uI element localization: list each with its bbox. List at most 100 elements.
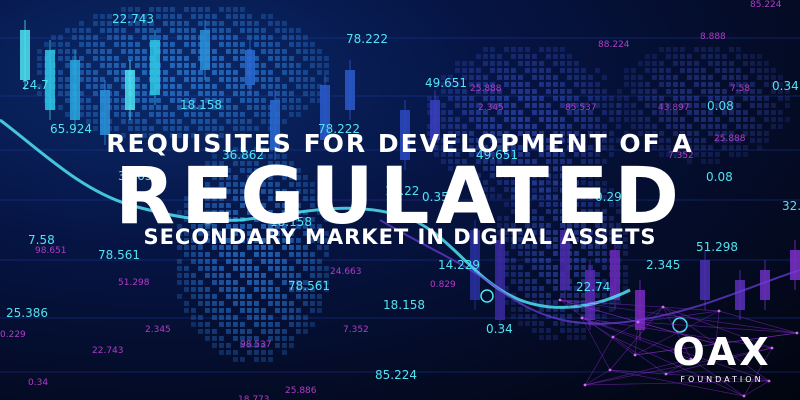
map-dot [233, 231, 238, 236]
map-dot [79, 35, 84, 40]
map-dot [525, 251, 530, 256]
map-dot [532, 216, 537, 221]
map-dot [79, 56, 84, 61]
map-dot [191, 252, 196, 257]
map-dot [170, 119, 175, 124]
map-dot [282, 329, 287, 334]
network-line [584, 358, 692, 386]
map-dot [469, 117, 474, 122]
map-dot [553, 300, 558, 305]
map-dot [44, 42, 49, 47]
map-dot [212, 273, 217, 278]
map-dot [58, 49, 63, 54]
map-dot [275, 91, 280, 96]
map-dot [275, 259, 280, 264]
map-dot [282, 168, 287, 173]
map-dot [324, 252, 329, 257]
map-dot [289, 287, 294, 292]
map-dot [184, 63, 189, 68]
map-dot [701, 54, 706, 59]
map-dot [205, 77, 210, 82]
map-dot [497, 173, 502, 178]
map-dot [652, 103, 657, 108]
map-dot [121, 35, 126, 40]
map-dot [750, 131, 755, 136]
map-dot [497, 110, 502, 115]
map-dot [687, 145, 692, 150]
map-dot [198, 182, 203, 187]
map-dot [497, 103, 502, 108]
map-dot [553, 75, 558, 80]
map-dot [156, 7, 161, 12]
map-dot [602, 103, 607, 108]
map-dot [254, 112, 259, 117]
map-dot [518, 124, 523, 129]
map-dot [483, 47, 488, 52]
map-dot [219, 112, 224, 117]
map-dot [212, 280, 217, 285]
map-dot [708, 75, 713, 80]
map-dot [51, 42, 56, 47]
map-dot [673, 110, 678, 115]
map-dot [778, 124, 783, 129]
map-dot [303, 35, 308, 40]
map-dot [226, 294, 231, 299]
map-dot [574, 321, 579, 326]
map-dot [282, 280, 287, 285]
map-dot [254, 70, 259, 75]
map-dot [602, 314, 607, 319]
map-dot [205, 203, 210, 208]
map-dot [631, 68, 636, 73]
map-dot [680, 124, 685, 129]
map-dot [638, 110, 643, 115]
map-dot [757, 75, 762, 80]
map-dot [483, 54, 488, 59]
map-dot [177, 63, 182, 68]
map-dot [504, 251, 509, 256]
map-dot [680, 152, 685, 157]
map-dot [261, 175, 266, 180]
map-dot [539, 188, 544, 193]
map-dot [79, 91, 84, 96]
map-dot [128, 56, 133, 61]
map-dot [163, 70, 168, 75]
map-dot [317, 294, 322, 299]
candle-body [45, 50, 55, 110]
headline-line-3: SECONDARY MARKET IN DIGITAL ASSETS [143, 225, 657, 249]
map-dot [581, 307, 586, 312]
map-dot [268, 49, 273, 54]
map-dot [567, 321, 572, 326]
map-dot [441, 138, 446, 143]
map-dot [107, 35, 112, 40]
map-dot [581, 244, 586, 249]
map-dot [240, 231, 245, 236]
map-dot [233, 77, 238, 82]
map-dot [247, 91, 252, 96]
map-dot [275, 224, 280, 229]
headline-line-1: REQUISITES FOR DEVELOPMENT OF A [106, 129, 694, 158]
map-dot [764, 138, 769, 143]
map-dot [743, 82, 748, 87]
map-dot [560, 188, 565, 193]
map-dot [532, 188, 537, 193]
map-dot [532, 251, 537, 256]
map-dot [205, 231, 210, 236]
candle-body [270, 100, 280, 150]
map-dot [240, 119, 245, 124]
map-dot [191, 28, 196, 33]
map-dot [79, 77, 84, 82]
map-dot [511, 138, 516, 143]
map-dot [469, 152, 474, 157]
map-dot [310, 301, 315, 306]
map-dot [191, 224, 196, 229]
map-dot [609, 117, 614, 122]
map-dot [86, 35, 91, 40]
background-number: 2.345 [646, 258, 681, 272]
map-dot [275, 42, 280, 47]
map-dot [757, 54, 762, 59]
map-dot [135, 77, 140, 82]
map-dot [149, 98, 154, 103]
map-dot [588, 202, 593, 207]
map-dot [567, 138, 572, 143]
node-ring-left [202, 212, 214, 224]
